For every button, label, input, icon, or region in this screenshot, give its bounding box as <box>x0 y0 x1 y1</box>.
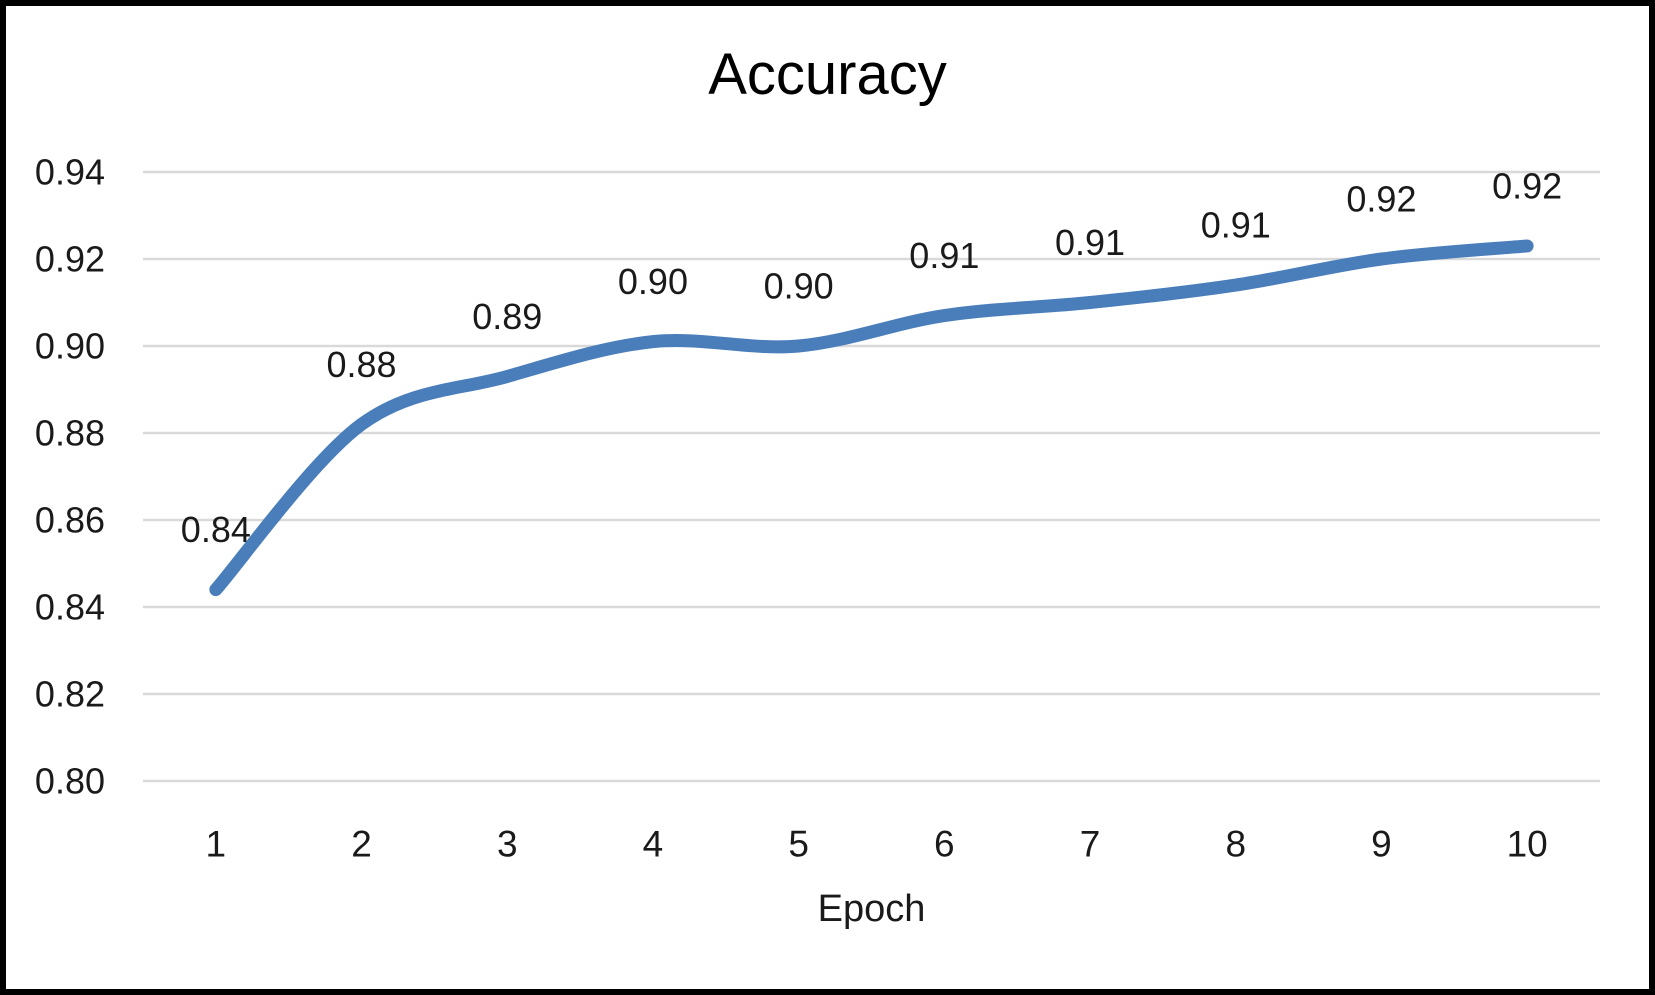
x-tick-label: 8 <box>1225 824 1246 865</box>
plot-area: 0.94 0.92 0.90 0.88 0.86 0.84 0.82 0.80 1 2 3 4 5 6 7 8… <box>35 152 1600 865</box>
data-label: 0.91 <box>1055 222 1125 263</box>
x-tick-label: 6 <box>934 824 955 865</box>
data-label: 0.84 <box>181 509 251 550</box>
y-tick-label: 0.94 <box>35 152 105 193</box>
data-label: 0.91 <box>909 235 979 276</box>
series-line-accuracy <box>209 239 1534 597</box>
data-label: 0.89 <box>472 296 542 337</box>
data-label: 0.90 <box>764 266 834 307</box>
x-axis-title: Epoch <box>817 888 926 930</box>
data-label: 0.92 <box>1492 165 1562 206</box>
data-label: 0.91 <box>1201 205 1271 246</box>
x-tick-label: 4 <box>643 824 664 865</box>
x-tick-label: 2 <box>351 824 372 865</box>
data-label: 0.88 <box>327 344 397 385</box>
x-tick-label: 9 <box>1371 824 1392 865</box>
x-tick-label: 10 <box>1507 824 1548 865</box>
x-tick-label: 3 <box>497 824 518 865</box>
data-label: 0.90 <box>618 261 688 302</box>
y-tick-label: 0.80 <box>35 761 105 802</box>
x-tick-label: 1 <box>206 824 227 865</box>
y-tick-label: 0.82 <box>35 674 105 715</box>
chart-title: Accuracy <box>708 42 947 107</box>
data-label: 0.92 <box>1346 179 1416 220</box>
x-tick-label: 7 <box>1080 824 1101 865</box>
y-tick-label: 0.92 <box>35 239 105 280</box>
x-tick-label: 5 <box>788 824 809 865</box>
y-tick-label: 0.88 <box>35 413 105 454</box>
y-tick-label: 0.90 <box>35 326 105 367</box>
y-tick-label: 0.84 <box>35 587 105 628</box>
y-tick-label: 0.86 <box>35 500 105 541</box>
